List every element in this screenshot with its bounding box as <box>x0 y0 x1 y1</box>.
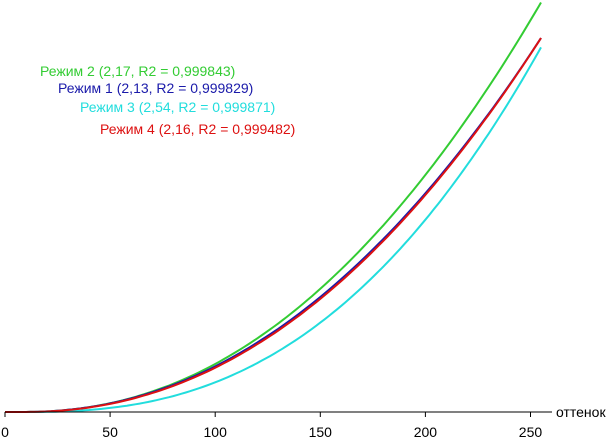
legend-entry-2: Режим 1 (2,13, R2 = 0,999829) <box>58 80 253 96</box>
x-ticks: 0 50 100 150 200 250 <box>1 412 542 440</box>
x-tick-label: 150 <box>309 424 333 440</box>
x-tick-label: 50 <box>102 424 118 440</box>
series-layer <box>5 1 542 413</box>
x-tick-label: 0 <box>1 424 9 440</box>
x-tick-label: 200 <box>414 424 438 440</box>
legend-entry-4: Режим 4 (2,16, R2 = 0,999482) <box>100 121 295 137</box>
x-tick-label: 100 <box>204 424 228 440</box>
series-line-3 <box>5 46 542 413</box>
series-line-4 <box>5 37 542 413</box>
x-axis-label: оттенок <box>556 404 606 420</box>
legend-entry-1: Режим 2 (2,17, R2 = 0,999843) <box>40 63 235 79</box>
legend: Режим 2 (2,17, R2 = 0,999843)Режим 1 (2,… <box>40 63 295 137</box>
x-tick-label: 250 <box>519 424 543 440</box>
legend-entry-3: Режим 3 (2,54, R2 = 0,999871) <box>80 99 275 115</box>
